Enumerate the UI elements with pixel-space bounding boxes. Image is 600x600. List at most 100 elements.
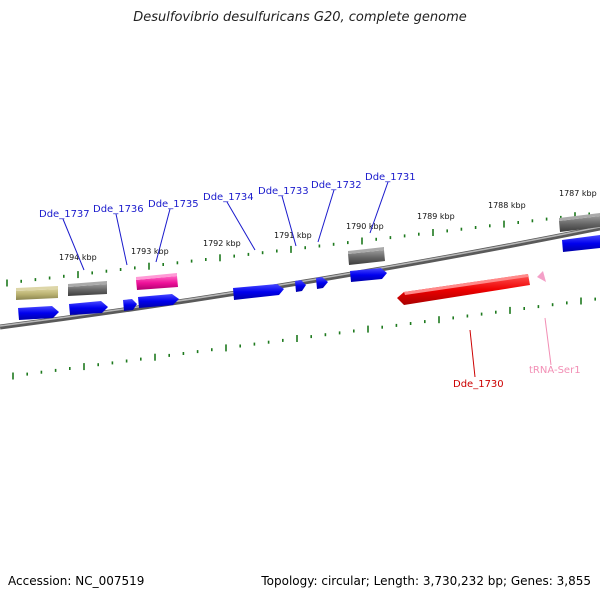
scale-minor-tick xyxy=(111,361,114,365)
scale-minor-tick xyxy=(40,370,43,374)
gene-arrow-dde-1735[interactable] xyxy=(138,294,179,308)
kbp-label: 1790 kbp xyxy=(346,222,384,231)
scale-major-tick xyxy=(83,363,85,371)
feature-grey[interactable] xyxy=(68,281,107,296)
gene-arrow-dde-1730[interactable] xyxy=(397,274,530,305)
scale-minor-tick xyxy=(389,236,392,240)
scale-major-tick xyxy=(77,271,79,279)
scale-minor-tick xyxy=(168,353,170,357)
scale-major-tick xyxy=(290,245,292,253)
gene-label-dde-1736[interactable]: Dde_1736 xyxy=(93,204,144,215)
accession-text: Accession: NC_007519 xyxy=(8,574,145,588)
scale-minor-tick xyxy=(375,237,377,241)
scale-minor-tick xyxy=(247,252,250,256)
feature-olive[interactable] xyxy=(16,286,58,300)
upper-scale xyxy=(6,212,590,287)
scale-minor-tick xyxy=(318,244,321,248)
scale-minor-tick xyxy=(196,350,199,354)
scale-minor-tick xyxy=(282,338,284,342)
scale-minor-tick xyxy=(34,278,37,282)
gene-label-dde-1737[interactable]: Dde_1737 xyxy=(39,209,90,220)
gene-arrow-small[interactable] xyxy=(123,299,137,311)
feature-magenta[interactable] xyxy=(136,273,178,290)
scale-minor-tick xyxy=(20,279,22,283)
scale-minor-tick xyxy=(140,357,142,361)
scale-minor-tick xyxy=(190,259,193,263)
feature-grey[interactable] xyxy=(559,213,600,232)
scale-minor-tick xyxy=(176,261,179,265)
scale-major-tick xyxy=(296,335,298,342)
scale-minor-tick xyxy=(332,242,335,246)
scale-minor-tick xyxy=(97,363,99,367)
scale-minor-tick xyxy=(26,372,28,376)
scale-minor-tick xyxy=(310,335,312,339)
callouts xyxy=(62,181,552,378)
scale-minor-tick xyxy=(69,367,71,370)
gene-arrow-right-edge[interactable] xyxy=(562,235,600,252)
scale-minor-tick xyxy=(205,258,207,261)
gene-arrow-dde-1733[interactable] xyxy=(295,280,306,292)
scale-minor-tick xyxy=(381,325,383,329)
scale-major-tick xyxy=(219,254,221,262)
feature-grey[interactable] xyxy=(348,247,385,265)
scale-major-tick xyxy=(12,372,14,380)
scale-minor-tick xyxy=(489,224,491,228)
map-title: Desulfovibrio desulfuricans G20, complet… xyxy=(133,10,467,25)
scale-minor-tick xyxy=(211,348,213,352)
scale-minor-tick xyxy=(531,219,534,223)
gene-label-dde-1731[interactable]: Dde_1731 xyxy=(365,172,416,183)
scale-minor-tick xyxy=(403,234,406,238)
scale-minor-tick xyxy=(409,322,412,325)
scale-minor-tick xyxy=(63,274,65,278)
gene-arrow-dde-1736[interactable] xyxy=(69,301,108,315)
scale-minor-tick xyxy=(594,297,596,301)
scale-minor-tick xyxy=(304,246,306,250)
scale-minor-tick xyxy=(239,344,241,348)
scale-minor-tick xyxy=(182,352,185,355)
scale-minor-tick xyxy=(338,331,341,335)
scale-major-tick xyxy=(574,212,576,220)
kbp-label: 1793 kbp xyxy=(131,247,169,256)
gene-label-trna-ser1[interactable]: tRNA-Ser1 xyxy=(529,365,581,376)
scale-minor-tick xyxy=(460,227,463,231)
scale-minor-tick xyxy=(233,254,235,258)
scale-minor-tick xyxy=(395,323,398,327)
scale-minor-tick xyxy=(566,301,568,305)
gene-label-dde-1733[interactable]: Dde_1733 xyxy=(258,186,309,197)
gene-arrow-dde-1734[interactable] xyxy=(233,284,284,300)
gene-arrow-dde-1731[interactable] xyxy=(350,268,387,282)
scale-minor-tick xyxy=(91,271,93,275)
scale-minor-tick xyxy=(105,269,108,273)
scale-major-tick xyxy=(225,344,227,352)
scale-major-tick xyxy=(509,306,511,314)
scale-minor-tick xyxy=(588,212,590,216)
lower-scale xyxy=(12,297,596,380)
scale-major-tick xyxy=(367,325,369,333)
scale-minor-tick xyxy=(119,268,122,271)
gene-arrow-dde-1737[interactable] xyxy=(18,306,59,320)
scale-minor-tick xyxy=(523,307,525,310)
scale-minor-tick xyxy=(466,314,469,318)
scale-minor-tick xyxy=(474,226,477,229)
scale-minor-tick xyxy=(545,217,548,221)
gene-arrow-dde-1732[interactable] xyxy=(316,277,328,289)
kbp-label: 1787 kbp xyxy=(559,189,597,198)
scale-minor-tick xyxy=(48,276,51,280)
scale-minor-tick xyxy=(162,263,164,266)
scale-major-tick xyxy=(580,297,582,305)
scale-minor-tick xyxy=(253,342,256,346)
scale-minor-tick xyxy=(267,340,270,344)
trna-ser1-marker[interactable] xyxy=(537,271,546,282)
gene-label-dde-1735[interactable]: Dde_1735 xyxy=(148,199,199,210)
scale-minor-tick xyxy=(480,312,483,316)
gene-label-dde-1734[interactable]: Dde_1734 xyxy=(203,192,254,203)
kbp-label: 1788 kbp xyxy=(488,201,526,210)
scale-major-tick xyxy=(6,279,8,287)
scale-minor-tick xyxy=(418,232,420,236)
scale-minor-tick xyxy=(261,251,264,255)
gene-label-dde-1732[interactable]: Dde_1732 xyxy=(311,180,362,191)
scale-minor-tick xyxy=(276,249,278,253)
kbp-label: 1789 kbp xyxy=(417,212,455,221)
gene-label-dde-1730[interactable]: Dde_1730 xyxy=(453,379,504,390)
